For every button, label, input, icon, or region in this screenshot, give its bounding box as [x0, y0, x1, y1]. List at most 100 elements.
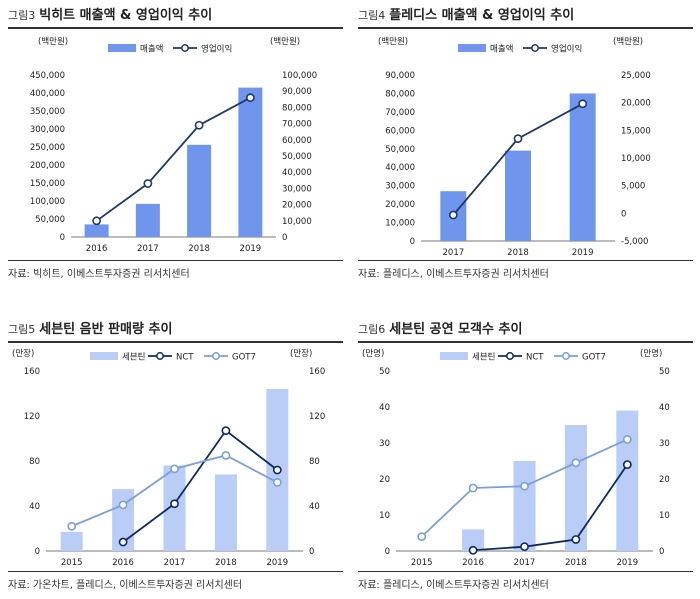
bar	[462, 529, 485, 551]
legend-marker	[531, 44, 539, 52]
legend-marker	[506, 352, 514, 360]
legend-label: GOT7	[582, 353, 606, 363]
x-tick-label: 2019	[240, 244, 262, 254]
series-line	[122, 429, 278, 543]
left-tick-label: 40,000	[385, 163, 415, 173]
right-axis-unit: (만명)	[640, 348, 662, 359]
right-tick-label: 50	[659, 367, 670, 377]
data-point	[448, 210, 458, 220]
title-rule	[358, 27, 693, 29]
left-tick-label: 60,000	[385, 126, 415, 136]
data-point	[245, 93, 255, 103]
source-rule	[8, 260, 343, 261]
bar	[569, 93, 596, 241]
data-point	[194, 120, 204, 130]
legend-swatch	[458, 44, 486, 52]
bar	[187, 144, 212, 237]
data-point	[170, 499, 179, 509]
source-note: 자료: 플레디스, 이베스트투자증권 리서치센터	[358, 269, 549, 280]
legend-label: GOT7	[232, 353, 256, 363]
left-tick-label: 0	[60, 233, 65, 243]
left-tick-label: 300,000	[30, 125, 65, 135]
left-tick-label: 400,000	[30, 89, 65, 99]
left-tick-label: 0	[410, 237, 415, 247]
data-point	[578, 99, 588, 109]
right-tick-label: 40	[659, 403, 670, 413]
right-tick-label: 20,000	[621, 99, 651, 109]
legend-marker	[562, 352, 570, 360]
data-point	[221, 426, 231, 436]
chart-title: 그림5 세븐틴 음반 판매량 추이	[8, 318, 172, 337]
title-rule	[8, 341, 343, 343]
source-note: 자료: 플레디스, 이베스트투자증권 리서치센터	[358, 580, 549, 591]
chart-title: 그림6 세븐틴 공연 모객수 추이	[358, 318, 522, 337]
bar	[564, 425, 587, 551]
left-tick-label: 30,000	[385, 182, 415, 192]
x-tick-label: 2018	[565, 558, 587, 568]
right-tick-label: 5,000	[621, 182, 645, 192]
data-point	[468, 483, 478, 493]
right-tick-label: 30	[659, 439, 670, 449]
right-axis-unit: (백만원)	[613, 36, 643, 47]
right-tick-label: 0	[621, 209, 626, 219]
left-axis-unit: (만장)	[12, 348, 34, 359]
series-line	[473, 464, 629, 552]
right-tick-label: 10,000	[621, 154, 651, 164]
data-point	[571, 458, 581, 468]
figure-title: 세븐틴 음반 판매량 추이	[39, 322, 173, 337]
x-tick-label: 2016	[462, 558, 484, 568]
left-tick-label: 30	[379, 439, 390, 449]
x-tick-label: 2019	[266, 558, 288, 568]
chart-svg: (만명) (만명) 0 10 20 30 40 50 0 10 20 30 40 50 2015 2016 20…	[362, 348, 670, 568]
x-tick-label: 2015	[411, 558, 433, 568]
figure-title: 세븐틴 공연 모객수 추이	[389, 322, 523, 337]
data-point	[272, 465, 282, 475]
right-tick-label: 20	[659, 475, 670, 485]
bar	[238, 87, 263, 237]
legend-label: NCT	[176, 353, 194, 363]
x-tick-label: 2018	[188, 244, 210, 254]
bar	[214, 474, 237, 551]
x-tick-label: 2017	[164, 558, 186, 568]
chart-svg: (백만원) (백만원) 0 10,000 20,000 30,000 40,000 50,00…	[378, 36, 651, 258]
data-point	[622, 460, 632, 469]
chart-panel-album-sales: 그림5 세븐틴 음반 판매량 추이 (만장) (만장) 0 40 80 120 160 0 40 8…	[8, 316, 348, 596]
bar	[505, 150, 531, 241]
source-rule	[8, 571, 343, 572]
right-tick-label: 20,000	[282, 201, 312, 211]
right-tick-label: 10,000	[282, 217, 312, 227]
chart-title: 그림3 빅히트 매출액 & 영업이익 추이	[8, 4, 212, 23]
source-note: 자료: 가온차트, 플레디스, 이베스트투자증권 리서치센터	[8, 580, 243, 591]
source-rule	[358, 571, 693, 572]
figure-title: 빅히트 매출액 & 영업이익 추이	[39, 8, 213, 23]
figure-title: 플레디스 매출액 & 영업이익 추이	[389, 8, 575, 23]
left-tick-label: 70,000	[385, 108, 415, 118]
data-point	[67, 521, 77, 531]
figure-number: 그림5	[8, 323, 36, 336]
title-rule	[358, 341, 693, 343]
legend-marker	[156, 352, 164, 360]
right-tick-label: 50,000	[282, 152, 312, 162]
right-tick-label: 40,000	[282, 168, 312, 178]
right-tick-label: 90,000	[282, 87, 312, 97]
right-tick-label: 100,000	[282, 71, 317, 81]
legend-label: 매출액	[140, 44, 163, 55]
bar	[60, 531, 83, 551]
left-tick-label: 40	[379, 403, 390, 413]
left-tick-label: 80,000	[385, 89, 415, 99]
data-point	[272, 477, 282, 487]
left-tick-label: 150,000	[30, 179, 65, 189]
data-point	[571, 535, 581, 544]
right-tick-label: 30,000	[282, 184, 312, 194]
left-tick-label: 20,000	[385, 200, 415, 210]
x-tick-label: 2015	[61, 558, 83, 568]
legend-marker	[212, 352, 220, 360]
legend-label: 세븐틴	[472, 352, 495, 363]
legend-label: 영업이익	[551, 44, 582, 55]
data-point	[143, 179, 153, 188]
x-tick-label: 2017	[514, 558, 536, 568]
left-axis-unit: (만명)	[362, 348, 384, 359]
left-tick-label: 90,000	[385, 71, 415, 81]
x-tick-label: 2016	[86, 244, 108, 254]
chart-panel-concert-attendance: 그림6 세븐틴 공연 모객수 추이 (만명) (만명) 0 10 20 30 40 50 0 10 2…	[358, 316, 698, 596]
